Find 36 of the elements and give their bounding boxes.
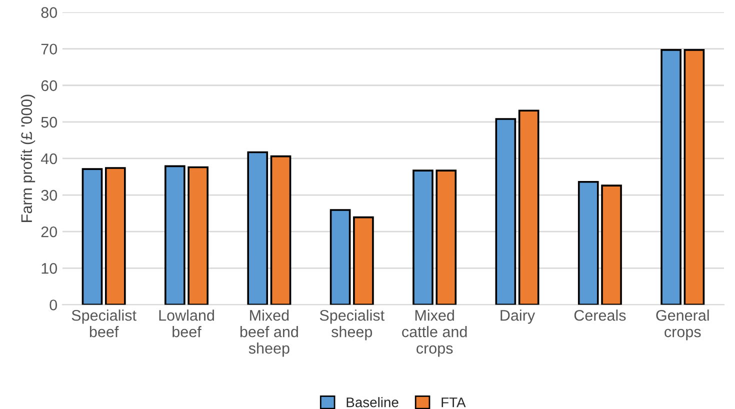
bar	[412, 170, 434, 305]
legend-label: Baseline	[346, 397, 398, 408]
y-tick-label: 80	[41, 7, 58, 18]
x-tick-label: Mixed cattle and crops	[402, 310, 467, 357]
bar	[578, 180, 599, 305]
bar	[164, 165, 186, 305]
y-tick-label: 0	[50, 300, 58, 310]
y-axis-title: Farm profit (£ '000)	[20, 94, 36, 222]
x-tick-label: Cereals	[574, 310, 626, 321]
bar	[601, 184, 622, 305]
x-tick-label: Lowland beef	[159, 310, 214, 338]
bar	[330, 209, 351, 305]
y-tick-label: 20	[41, 226, 58, 238]
y-tick-label: 30	[41, 190, 58, 201]
x-tick-label: Specialist sheep	[320, 310, 384, 340]
bar	[247, 151, 268, 305]
bar	[82, 168, 103, 305]
bar	[436, 170, 457, 305]
y-tick-label: 60	[41, 80, 58, 92]
bar	[188, 166, 208, 305]
bar	[104, 167, 126, 305]
bar	[518, 110, 540, 305]
bar	[495, 118, 516, 305]
y-tick-label: 10	[42, 263, 58, 274]
x-tick-label: Dairy	[500, 310, 536, 324]
bar	[660, 49, 682, 305]
bar	[353, 216, 374, 305]
x-tick-label: General crops	[656, 310, 709, 340]
legend-label: FTA	[442, 398, 466, 408]
y-tick-label: 40	[40, 153, 58, 164]
y-tick-label: 70	[41, 44, 58, 55]
bar	[270, 155, 292, 305]
x-tick-label: Mixed beef and sheep	[240, 310, 298, 357]
y-tick-label: 50	[41, 116, 58, 128]
bar	[684, 49, 705, 305]
x-tick-label: Specialist beef	[72, 310, 136, 338]
